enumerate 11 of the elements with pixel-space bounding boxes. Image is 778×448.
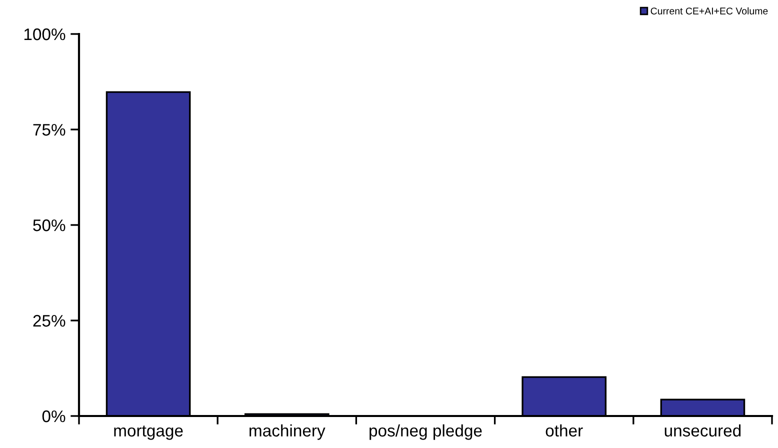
y-tick-label: 0%: [42, 410, 66, 422]
y-tick-label: 100%: [24, 28, 66, 40]
legend-label: Current CE+AI+EC Volume: [650, 7, 768, 14]
x-tick-label: other: [546, 424, 583, 437]
x-tick-label: mortgage: [114, 426, 183, 440]
x-tick-label: pos/neg pledge: [370, 424, 482, 440]
y-tick-label: 75%: [33, 124, 66, 136]
x-tick-label: machinery: [250, 424, 326, 440]
y-tick-label: 25%: [33, 314, 66, 327]
x-tick-label: unsecured: [664, 424, 741, 437]
y-tick-label: 50%: [33, 219, 66, 232]
